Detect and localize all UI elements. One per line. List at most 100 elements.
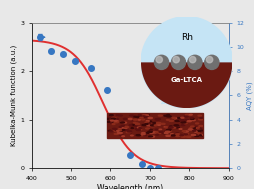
Circle shape	[188, 129, 193, 130]
Circle shape	[126, 132, 131, 133]
Circle shape	[167, 129, 171, 130]
Circle shape	[196, 131, 199, 132]
Circle shape	[198, 127, 201, 128]
Circle shape	[199, 135, 201, 136]
Circle shape	[112, 117, 116, 118]
Circle shape	[142, 132, 145, 133]
Circle shape	[164, 115, 167, 116]
Circle shape	[110, 120, 114, 121]
Circle shape	[175, 125, 180, 126]
Circle shape	[173, 118, 177, 119]
Circle shape	[111, 118, 116, 119]
Circle shape	[127, 131, 132, 132]
Circle shape	[164, 133, 168, 134]
Circle shape	[136, 130, 140, 131]
Circle shape	[139, 129, 142, 130]
Circle shape	[156, 57, 163, 63]
Circle shape	[166, 116, 171, 117]
Circle shape	[196, 131, 199, 132]
Circle shape	[119, 126, 123, 127]
Circle shape	[141, 134, 145, 135]
Circle shape	[148, 131, 152, 132]
Circle shape	[174, 125, 179, 126]
Circle shape	[196, 134, 199, 135]
Circle shape	[161, 123, 165, 124]
Circle shape	[138, 119, 140, 120]
Circle shape	[187, 121, 191, 122]
Circle shape	[122, 129, 125, 130]
Circle shape	[175, 120, 180, 121]
Circle shape	[142, 119, 145, 120]
Circle shape	[169, 127, 173, 128]
Circle shape	[135, 123, 138, 124]
Circle shape	[191, 126, 194, 127]
Circle shape	[125, 130, 129, 131]
Circle shape	[156, 134, 158, 135]
Circle shape	[198, 115, 201, 116]
Circle shape	[194, 130, 198, 132]
Circle shape	[169, 126, 172, 127]
Circle shape	[155, 129, 158, 130]
Circle shape	[180, 120, 184, 121]
Circle shape	[195, 126, 198, 127]
Circle shape	[147, 132, 150, 133]
Circle shape	[130, 119, 135, 121]
Circle shape	[152, 132, 157, 133]
Circle shape	[145, 115, 149, 116]
Circle shape	[109, 131, 113, 132]
Text: Ga-LTCA: Ga-LTCA	[171, 77, 203, 83]
Circle shape	[147, 123, 150, 124]
Circle shape	[186, 133, 189, 134]
Circle shape	[171, 55, 185, 69]
Circle shape	[135, 123, 139, 125]
Circle shape	[114, 133, 118, 134]
Circle shape	[149, 124, 151, 125]
Circle shape	[145, 114, 149, 115]
Circle shape	[113, 128, 116, 129]
Circle shape	[157, 124, 160, 125]
Circle shape	[200, 130, 203, 131]
Circle shape	[166, 135, 170, 136]
Circle shape	[108, 117, 110, 118]
Circle shape	[191, 134, 196, 136]
Circle shape	[190, 117, 193, 118]
Circle shape	[133, 119, 137, 120]
Circle shape	[157, 123, 161, 124]
X-axis label: Wavelength (nm): Wavelength (nm)	[97, 184, 163, 189]
Y-axis label: Kubelka-Munk function (a.u.): Kubelka-Munk function (a.u.)	[11, 45, 17, 146]
Circle shape	[197, 133, 200, 134]
Circle shape	[189, 128, 192, 129]
Circle shape	[141, 116, 145, 117]
Circle shape	[189, 114, 192, 115]
Circle shape	[144, 135, 147, 136]
Circle shape	[165, 127, 168, 128]
Circle shape	[181, 136, 186, 137]
Circle shape	[113, 119, 117, 120]
Circle shape	[129, 119, 132, 120]
Circle shape	[115, 121, 118, 122]
Circle shape	[149, 129, 152, 130]
Circle shape	[181, 117, 184, 118]
Circle shape	[141, 17, 232, 108]
Circle shape	[171, 135, 175, 136]
Circle shape	[117, 132, 122, 134]
Circle shape	[166, 131, 170, 132]
Circle shape	[123, 118, 127, 119]
Circle shape	[188, 55, 202, 69]
Circle shape	[120, 122, 124, 123]
Circle shape	[130, 115, 134, 116]
Circle shape	[185, 116, 188, 117]
Circle shape	[118, 129, 122, 130]
Circle shape	[128, 132, 131, 133]
Circle shape	[173, 57, 179, 63]
Circle shape	[154, 125, 157, 126]
Circle shape	[112, 124, 115, 125]
Circle shape	[139, 128, 141, 129]
Circle shape	[154, 55, 169, 69]
Circle shape	[172, 117, 176, 118]
Circle shape	[136, 135, 140, 136]
Circle shape	[122, 136, 124, 137]
Circle shape	[123, 122, 126, 123]
Circle shape	[171, 127, 176, 128]
Circle shape	[185, 114, 189, 115]
